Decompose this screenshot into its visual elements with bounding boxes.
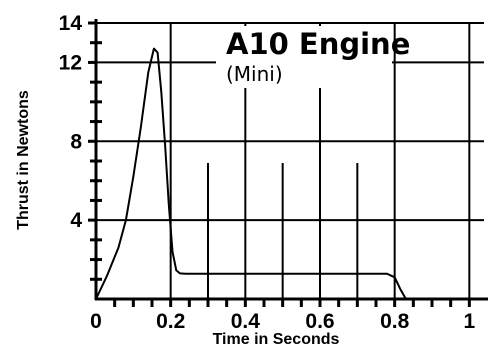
axes [94,19,488,301]
y-tick-label: 12 [59,51,82,74]
y-tick-label: 4 [70,209,82,232]
x-tick-label: 0.6 [305,310,334,333]
y-tick-label: 8 [70,130,82,153]
y-axis-title: Thrust in Newtons [15,90,32,230]
x-tick-label: 0.8 [380,310,410,333]
chart-title: A10 Engine [226,27,410,61]
title-background [216,26,392,88]
x-tick-label: 0.2 [156,310,185,333]
thrust-curve [95,47,407,300]
x-tick-label: 1 [463,310,475,333]
plot-area [95,47,407,300]
y-tick-label: 14 [59,12,83,35]
x-axis-title: Time in Seconds [213,331,340,348]
chart-subtitle: (Mini) [226,62,283,86]
tick-labels: 4 8 12 14 0 0.2 0.4 0.6 0.8 1 [59,12,476,333]
x-tick-label: 0 [90,310,102,333]
x-tick-label: 0.4 [231,310,261,333]
